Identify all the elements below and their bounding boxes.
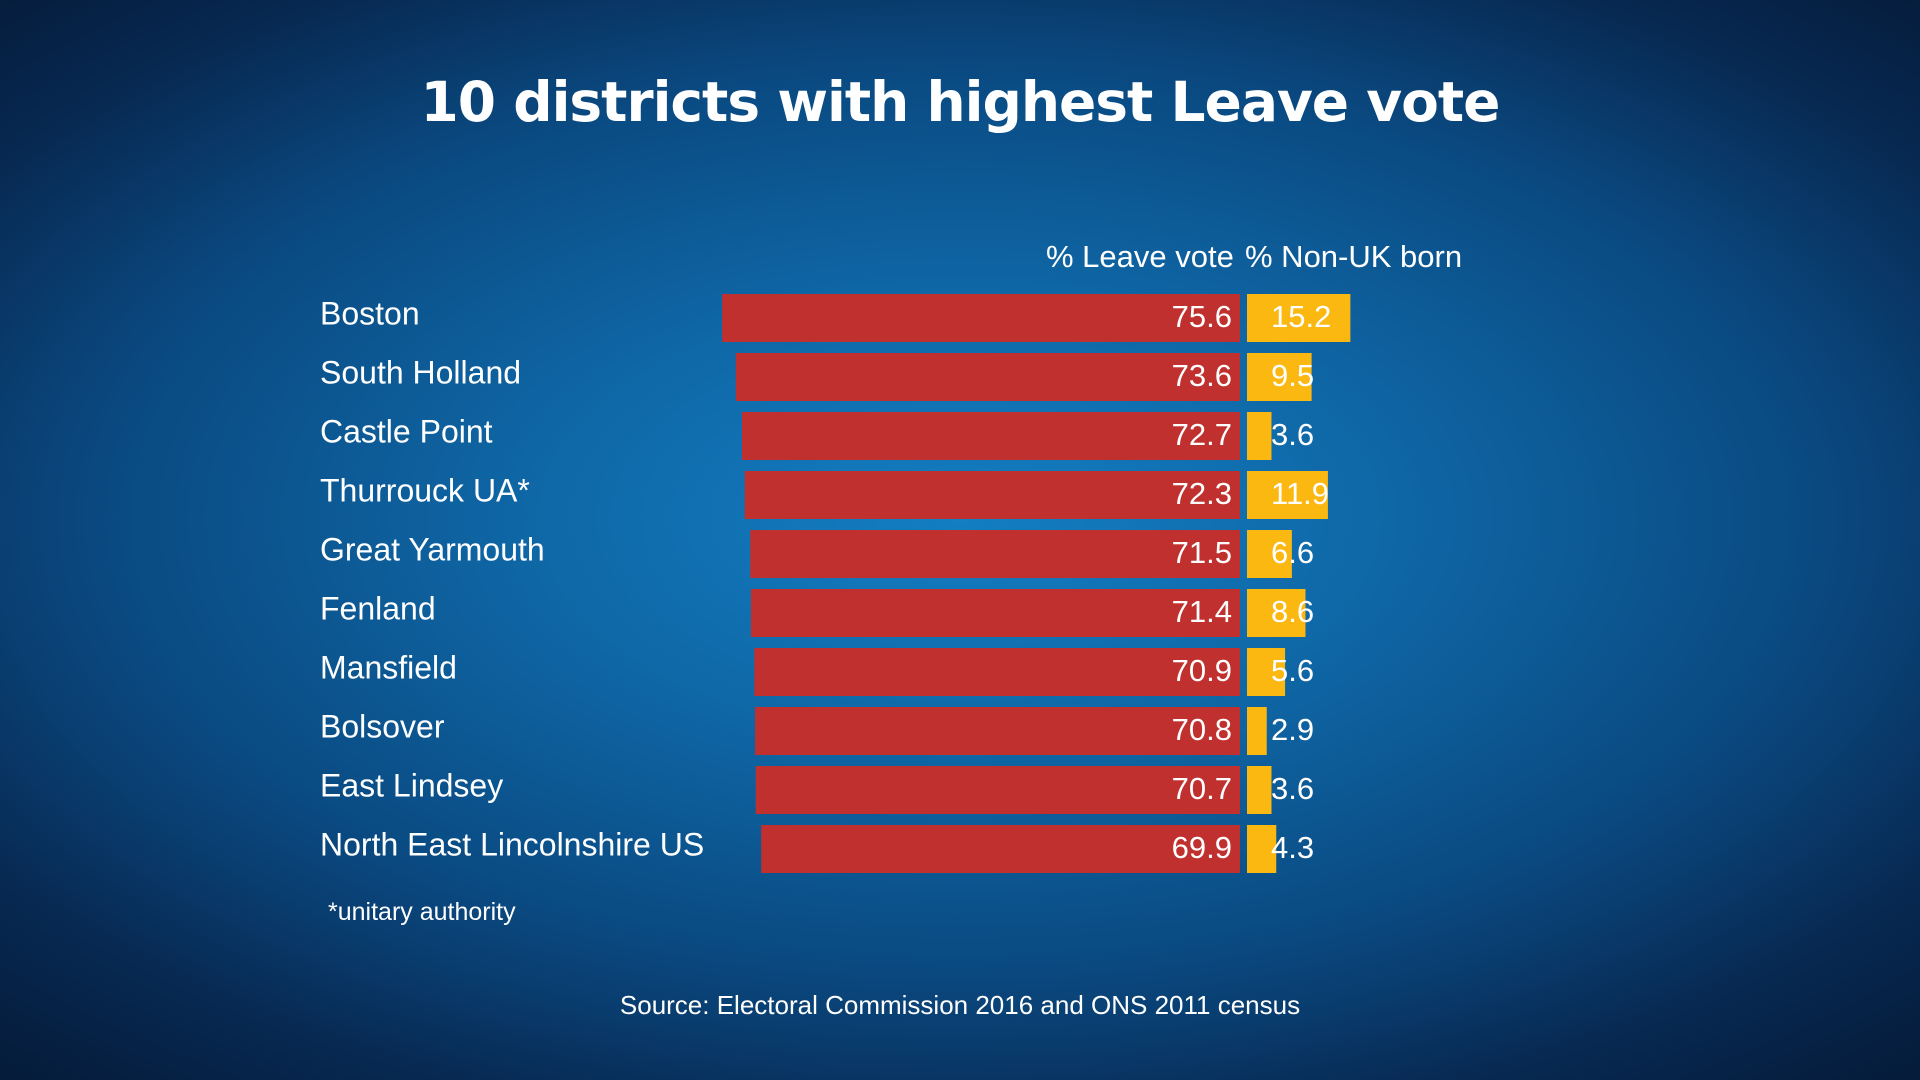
leave-vote-value: 73.6 (1172, 358, 1232, 393)
leave-vote-bar (735, 353, 1240, 401)
district-label: South Holland (320, 354, 521, 390)
district-label: Great Yarmouth (320, 531, 545, 567)
non-uk-born-bar (1247, 471, 1328, 519)
leave-vote-bar (722, 294, 1240, 342)
leave-vote-bar (742, 412, 1240, 460)
district-label: Castle Point (320, 413, 493, 449)
non-uk-born-bar (1247, 412, 1272, 460)
leave-vote-bar (750, 530, 1240, 578)
district-label: Bolsover (320, 708, 445, 744)
non-uk-born-bar (1247, 825, 1277, 873)
district-label: Boston (320, 295, 420, 331)
leave-vote-value: 71.4 (1172, 594, 1232, 629)
non-uk-born-bar (1247, 294, 1351, 342)
district-label: Thurrouck UA* (320, 472, 530, 508)
non-uk-born-bar (1247, 530, 1292, 578)
leave-vote-bar (754, 648, 1240, 696)
non-uk-born-value: 6.6 (1271, 535, 1314, 570)
source-note: Source: Electoral Commission 2016 and ON… (619, 990, 1301, 1020)
district-label: Mansfield (320, 649, 457, 685)
leave-vote-value: 70.9 (1172, 653, 1232, 688)
non-uk-born-value: 11.9 (1271, 476, 1329, 511)
non-uk-born-value: 3.6 (1271, 771, 1314, 806)
leave-vote-value: 72.3 (1172, 476, 1232, 511)
non-uk-born-value: 15.2 (1271, 299, 1331, 334)
leave-vote-value: 71.5 (1172, 535, 1232, 570)
non-uk-born-bar (1247, 766, 1272, 814)
non-uk-born-value: 4.3 (1271, 830, 1314, 865)
district-label: North East Lincolnshire US (320, 826, 704, 862)
chart-title: 10 districts with highest Leave vote (420, 70, 1501, 134)
leave-vote-header: % Leave vote (1046, 239, 1234, 274)
leave-vote-value: 75.6 (1172, 299, 1232, 334)
leave-vote-bar (755, 707, 1240, 755)
leave-vote-value: 70.8 (1172, 712, 1232, 747)
non-uk-born-value: 5.6 (1271, 653, 1314, 688)
non-uk-born-bar (1247, 353, 1312, 401)
leave-vote-bar (750, 589, 1240, 637)
non-uk-born-value: 3.6 (1271, 417, 1314, 452)
leave-vote-bar (755, 766, 1240, 814)
footnote: *unitary authority (328, 898, 516, 926)
non-uk-born-value: 9.5 (1271, 358, 1314, 393)
leave-vote-value: 69.9 (1172, 830, 1232, 865)
non-uk-born-value: 8.6 (1271, 594, 1314, 629)
non-uk-born-value: 2.9 (1271, 712, 1314, 747)
non-uk-born-bar (1247, 707, 1267, 755)
non-uk-born-header: % Non-UK born (1245, 239, 1463, 274)
leave-vote-value: 70.7 (1172, 771, 1232, 806)
district-label: Fenland (320, 590, 436, 626)
leave-vote-bar (744, 471, 1240, 519)
leave-vote-bar (761, 825, 1240, 873)
leave-vote-value: 72.7 (1172, 417, 1232, 452)
district-label: East Lindsey (320, 767, 503, 803)
non-uk-born-bar (1247, 589, 1306, 637)
non-uk-born-bar (1247, 648, 1286, 696)
